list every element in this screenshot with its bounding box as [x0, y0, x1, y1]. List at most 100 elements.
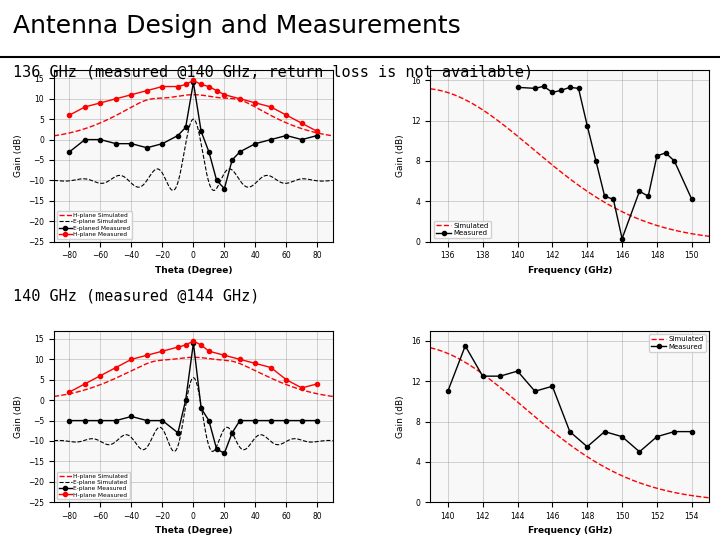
Simulated [679, 229, 688, 235]
Measured [661, 150, 670, 156]
E-planed Measured [204, 148, 213, 155]
Simulated [592, 459, 600, 465]
E-planed Measured [81, 136, 89, 143]
Measured [600, 428, 609, 435]
E-planed Measured [313, 132, 322, 139]
Legend: Simulated, Measured: Simulated, Measured [649, 334, 706, 352]
H-plane Measured [143, 352, 151, 359]
E-plane Simulated [170, 448, 179, 455]
E-plane Measured [313, 417, 322, 424]
H-plane Measured [96, 373, 105, 379]
E-plane Simulated [122, 431, 130, 438]
X-axis label: Frequency (GHz): Frequency (GHz) [528, 266, 612, 275]
E-plane Measured [112, 417, 120, 424]
E-planed Measured [127, 140, 136, 147]
E-plane Simulated [215, 437, 223, 443]
E-planed Measured [96, 136, 105, 143]
Measured [618, 235, 626, 242]
H-plane Measured [313, 128, 322, 134]
Simulated [591, 458, 600, 465]
Line: E-planed Measured: E-planed Measured [68, 80, 320, 191]
E-plane Simulated [176, 168, 185, 174]
H-plane Measured [96, 99, 105, 106]
E-plane Measured [220, 450, 229, 456]
Simulated [597, 462, 606, 468]
E-plane Simulated [189, 375, 197, 381]
Simulated [427, 345, 436, 351]
E-plane Simulated [328, 437, 337, 444]
Simulated [705, 495, 714, 501]
H-plane Simulated [260, 109, 269, 116]
E-plane Measured [81, 417, 89, 424]
H-plane Measured [197, 81, 205, 87]
Measured [670, 428, 679, 435]
H-plane Measured [189, 77, 198, 84]
E-plane Simulated [122, 174, 130, 181]
E-plane Measured [66, 417, 74, 424]
H-plane Simulated [236, 97, 245, 104]
E-planed Measured [235, 148, 244, 155]
Measured [531, 85, 539, 92]
E-plane Simulated [237, 179, 246, 185]
Measured [461, 343, 469, 349]
H-plane Measured [112, 96, 120, 102]
E-plane Measured [266, 417, 275, 424]
Line: Measured: Measured [516, 84, 694, 241]
H-plane Measured [174, 344, 182, 350]
Measured [670, 158, 679, 164]
H-plane Measured [212, 87, 221, 94]
E-plane Measured [96, 417, 105, 424]
H-plane Measured [181, 81, 190, 87]
E-plane Simulated [168, 187, 177, 194]
Measured [539, 83, 548, 90]
Simulated [661, 487, 670, 494]
H-plane Measured [66, 389, 74, 395]
E-plane Measured [212, 446, 221, 453]
E-plane Measured [228, 430, 236, 436]
H-plane Measured [127, 91, 136, 98]
H-plane Measured [297, 120, 306, 126]
E-plane Simulated [215, 180, 223, 187]
Measured [531, 388, 539, 395]
H-plane Measured [81, 104, 89, 110]
H-plane Measured [251, 360, 260, 367]
H-plane Measured [220, 352, 229, 359]
Measured [635, 188, 644, 194]
E-plane Simulated [176, 432, 185, 438]
Measured [652, 434, 661, 440]
E-plane Simulated [237, 446, 246, 452]
Line: E-plane Simulated: E-plane Simulated [54, 119, 333, 191]
Measured [478, 373, 487, 380]
H-plane Measured [282, 112, 291, 118]
H-plane Measured [181, 342, 190, 348]
H-plane Simulated [328, 132, 337, 139]
E-plane Simulated [328, 177, 337, 184]
H-plane Simulated [99, 118, 108, 125]
E-planed Measured [282, 132, 291, 139]
Y-axis label: Gain (dB): Gain (dB) [397, 395, 405, 438]
H-plane Simulated [260, 372, 269, 379]
Measured [609, 196, 618, 202]
Line: E-plane Measured: E-plane Measured [68, 341, 320, 455]
E-plane Simulated [189, 116, 197, 123]
Measured [496, 373, 505, 380]
H-plane Measured [220, 91, 229, 98]
H-plane Measured [297, 384, 306, 391]
E-planed Measured [251, 140, 260, 147]
E-plane Simulated [99, 180, 108, 186]
H-plane Simulated [176, 93, 184, 99]
E-planed Measured [212, 177, 221, 184]
Measured [652, 153, 661, 159]
Measured [444, 388, 452, 395]
Line: Simulated: Simulated [431, 89, 709, 237]
H-plane Measured [174, 83, 182, 90]
X-axis label: Frequency (GHz): Frequency (GHz) [528, 526, 612, 536]
E-plane Measured [127, 413, 136, 420]
E-plane Measured [297, 417, 306, 424]
H-plane Measured [251, 99, 260, 106]
H-plane Measured [266, 104, 275, 110]
E-plane Measured [235, 417, 244, 424]
E-planed Measured [189, 79, 198, 86]
H-plane Simulated [236, 361, 245, 367]
Line: H-plane Simulated: H-plane Simulated [54, 357, 333, 396]
